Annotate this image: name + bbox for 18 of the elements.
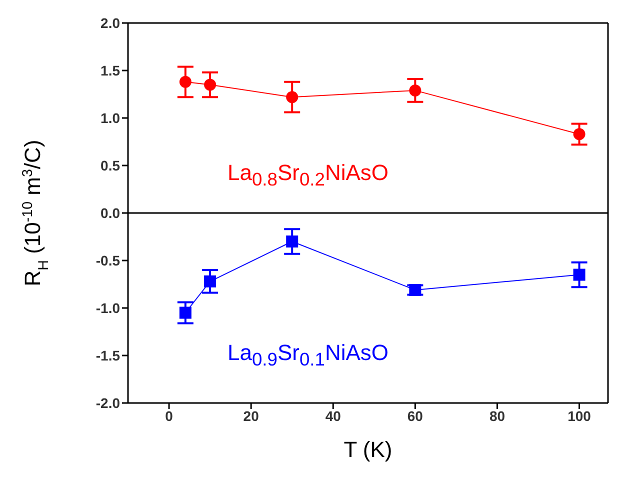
y-tick-label: 0.5 bbox=[100, 157, 120, 174]
y-tick-label: -0.5 bbox=[96, 252, 120, 268]
x-tick-label: 80 bbox=[489, 408, 506, 424]
x-tick-label: 100 bbox=[568, 408, 592, 424]
y-tick-label: 0.0 bbox=[100, 204, 120, 221]
y-tick-label: 1.0 bbox=[100, 110, 120, 126]
y-tick-label: -1.0 bbox=[96, 300, 120, 316]
x-tick-label: 60 bbox=[407, 408, 424, 424]
y-tick-label: -1.5 bbox=[96, 347, 120, 364]
x-tick-label: 0 bbox=[165, 408, 174, 424]
x-axis-title: T (K) bbox=[344, 437, 392, 462]
y-tick-label: 2.0 bbox=[100, 14, 120, 31]
x-tick-label: 20 bbox=[243, 408, 260, 424]
x-tick-label: 40 bbox=[325, 408, 342, 424]
y-tick-label: -2.0 bbox=[96, 394, 120, 411]
series-label: La$_{0.9}$Sr$_{0.1}$NiAsO bbox=[227, 340, 389, 370]
y-tick-label: 1.5 bbox=[100, 62, 120, 78]
text: La$_{0.8}$Sr$_{0.2}$NiAsO bbox=[227, 160, 389, 190]
